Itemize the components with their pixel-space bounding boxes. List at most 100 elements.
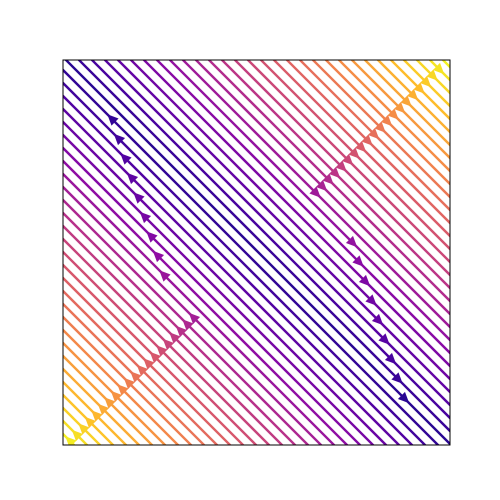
streamline — [441, 60, 450, 69]
stream-arrow — [84, 416, 97, 429]
streamline — [103, 60, 450, 407]
streamline — [63, 68, 440, 445]
stream-arrow — [156, 345, 168, 357]
stream-arrow — [367, 127, 380, 140]
streamline — [63, 133, 375, 445]
streamline — [63, 146, 362, 445]
streamline — [63, 302, 206, 445]
stream-arrow — [113, 133, 126, 146]
streamline — [63, 367, 141, 445]
streamline — [63, 432, 76, 445]
streamline — [63, 406, 102, 445]
streamline — [63, 224, 284, 445]
stream-arrow — [365, 294, 377, 306]
stream-arrow — [104, 397, 116, 409]
streamline — [168, 60, 450, 342]
stream-arrow — [380, 114, 393, 127]
stream-arrow — [335, 160, 347, 172]
stream-arrow — [400, 95, 412, 107]
stream-arrow — [188, 312, 201, 325]
stream-arrow — [432, 62, 445, 75]
streamline — [363, 60, 450, 147]
streamline — [63, 237, 271, 445]
stream-arrow — [371, 313, 384, 326]
stream-arrow — [149, 351, 162, 364]
stream-arrow — [361, 134, 373, 146]
streamline — [63, 211, 297, 445]
streamline — [63, 263, 245, 445]
stream-arrow — [322, 173, 334, 185]
streamline — [63, 120, 388, 445]
stream-arrow — [65, 436, 77, 445]
stream-arrow — [152, 250, 165, 263]
streamline — [63, 276, 232, 445]
stream-arrow — [354, 140, 367, 153]
streamline — [63, 198, 310, 445]
streamline — [285, 60, 450, 225]
streamline — [63, 289, 219, 445]
plot-area — [63, 60, 450, 445]
streamline — [194, 60, 450, 316]
streamline — [402, 60, 450, 108]
stream-arrow — [133, 192, 145, 204]
stream-arrow — [139, 211, 152, 224]
stream-arrow — [393, 101, 406, 114]
streamline — [129, 60, 450, 381]
stream-arrow — [352, 255, 364, 267]
streamline — [90, 60, 450, 420]
stream-arrow — [391, 372, 403, 384]
streamline — [63, 172, 336, 445]
stream-arrow — [413, 82, 425, 94]
streamline — [77, 60, 450, 433]
stream-arrow — [348, 147, 360, 159]
stream-arrow — [378, 333, 390, 345]
stream-arrow — [130, 371, 142, 383]
streamline — [337, 60, 450, 173]
stream-arrow — [175, 325, 188, 338]
streamline — [63, 315, 193, 445]
streamline — [181, 60, 450, 329]
streamline — [63, 354, 154, 445]
stream-arrow — [91, 410, 103, 422]
stream-arrow — [384, 352, 397, 365]
stream-arrow — [345, 235, 358, 248]
stream-arrow — [169, 332, 181, 344]
stream-arrow — [107, 114, 119, 126]
streamline — [415, 60, 450, 95]
stream-arrow — [126, 172, 139, 185]
stream-arrow — [419, 75, 432, 88]
streamline — [259, 60, 450, 251]
stream-arrow — [315, 179, 328, 192]
stream-arrow — [117, 384, 129, 396]
streamline — [207, 60, 450, 303]
stream-arrow — [341, 153, 354, 166]
streamline — [272, 60, 450, 238]
stream-arrow — [71, 429, 84, 442]
streamline — [155, 60, 450, 355]
streamline — [116, 60, 450, 394]
stream-arrow — [426, 69, 438, 81]
stream-arrow — [374, 121, 386, 133]
streamline — [376, 60, 450, 134]
streamline — [220, 60, 450, 290]
stream-arrow — [406, 88, 419, 101]
streamline — [63, 393, 115, 445]
streamline — [298, 60, 450, 212]
streamline — [63, 185, 323, 445]
streamline — [233, 60, 450, 277]
stream-arrow — [136, 364, 149, 377]
stream-arrow — [78, 423, 90, 435]
streamline — [63, 81, 427, 445]
streamline — [63, 94, 414, 445]
streamline — [311, 60, 450, 199]
stream-arrow — [358, 274, 371, 287]
streamline — [63, 328, 180, 445]
streamline — [63, 341, 167, 445]
streamline — [350, 60, 450, 160]
stream-arrow — [182, 319, 194, 331]
streamline — [324, 60, 450, 186]
streamline — [246, 60, 450, 264]
stream-arrow — [159, 270, 171, 282]
stream-arrow — [97, 403, 110, 416]
